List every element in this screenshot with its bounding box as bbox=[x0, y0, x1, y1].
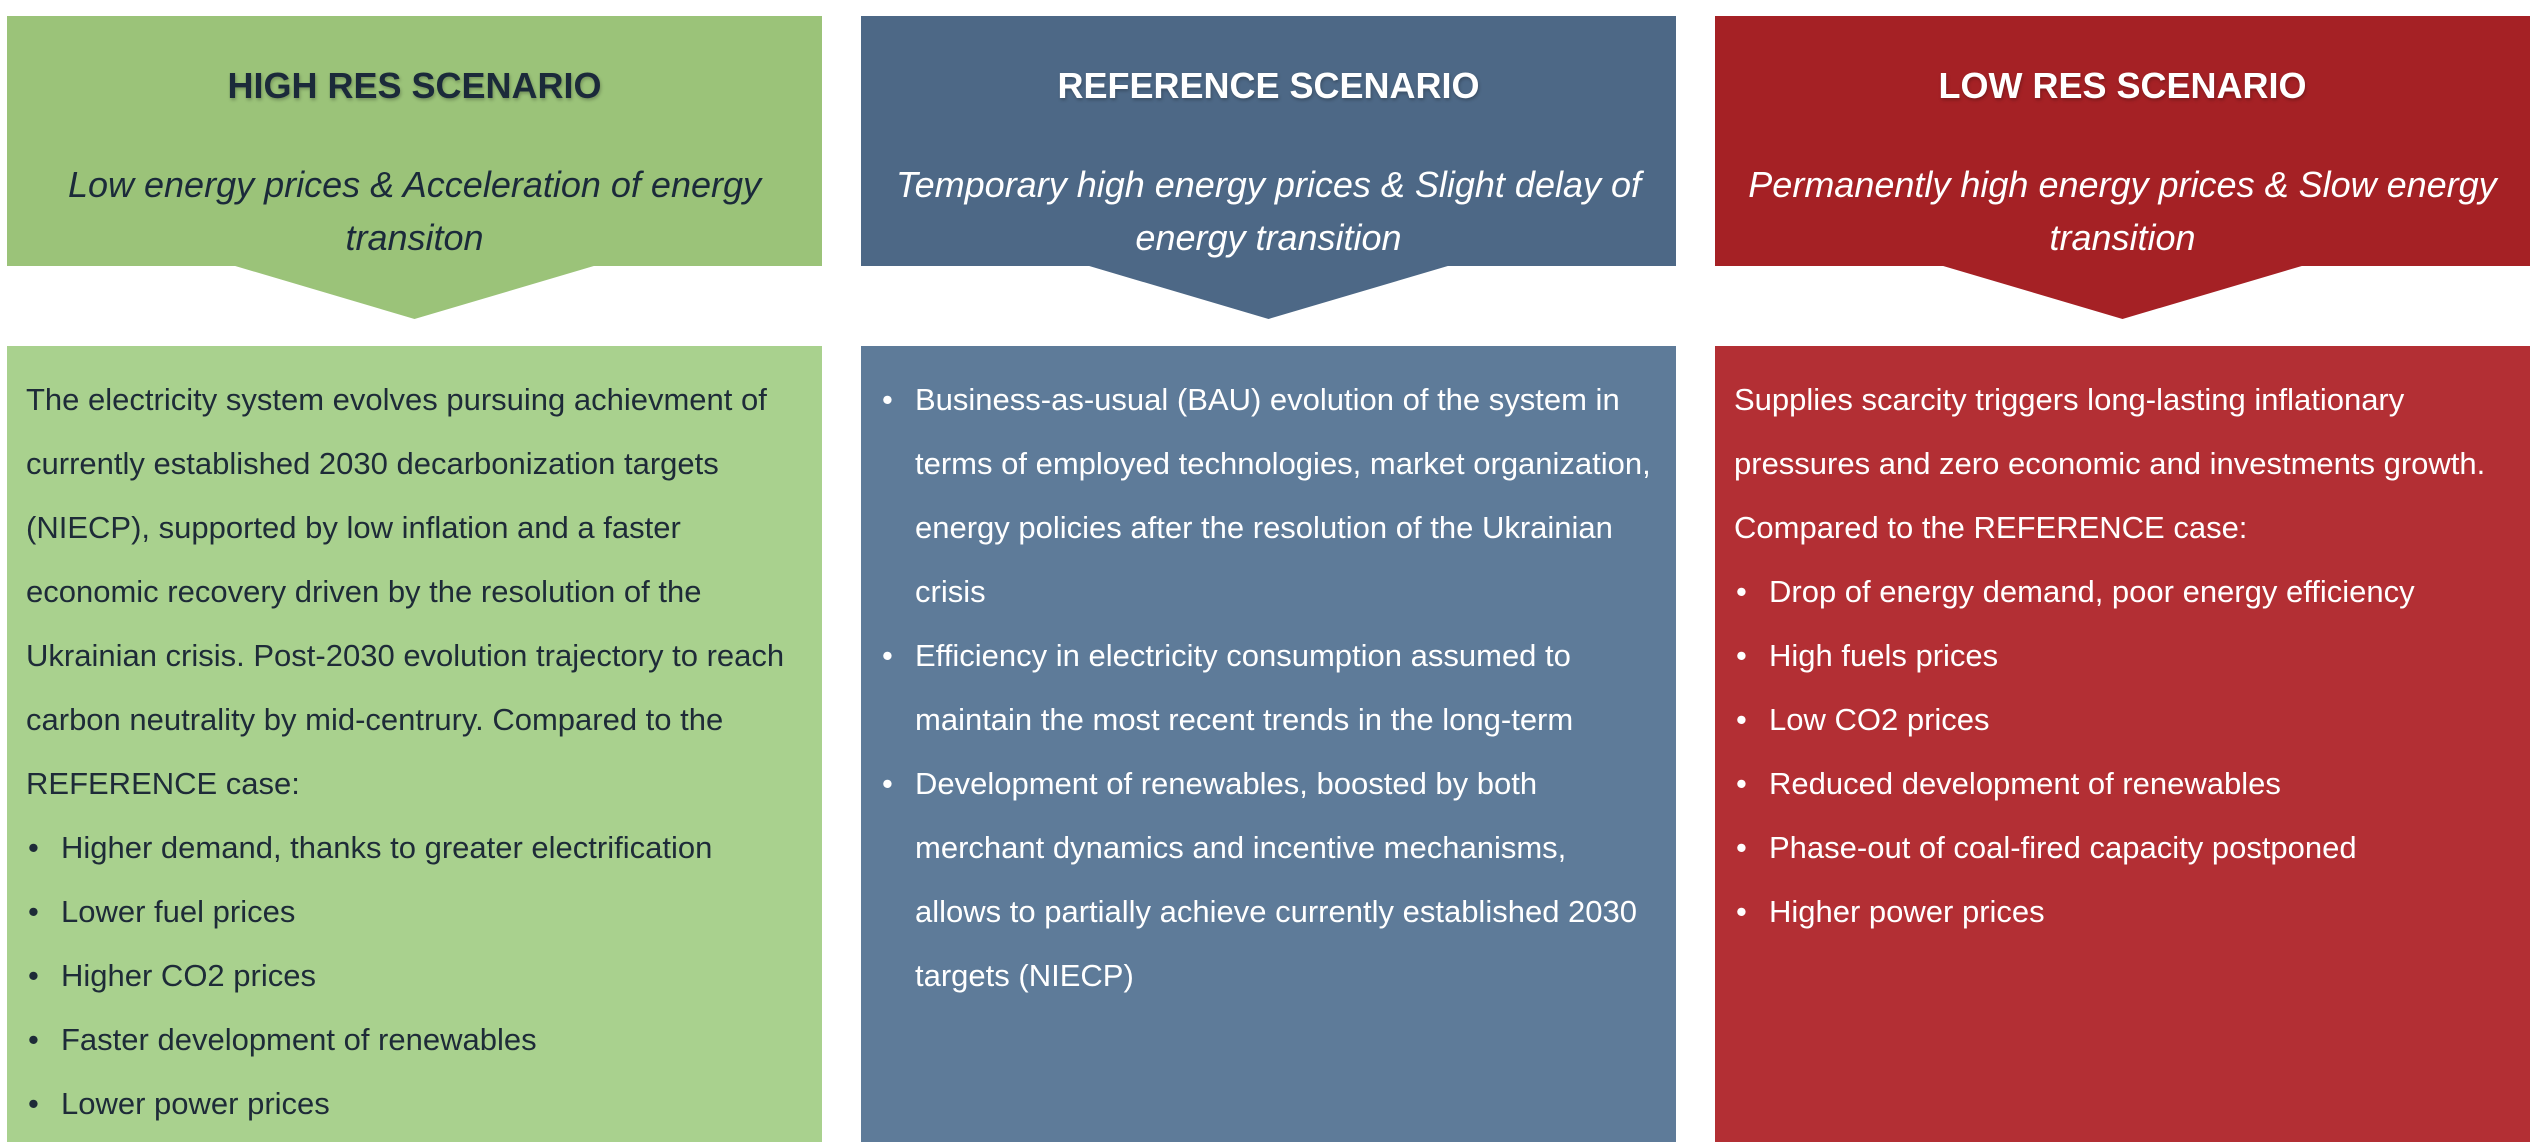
list-item: Business-as-usual (BAU) evolution of the… bbox=[880, 368, 1660, 624]
list-item: Development of renewables, boosted by bo… bbox=[880, 752, 1660, 1008]
high-res-scenario-title: HIGH RES SCENARIO bbox=[227, 65, 602, 106]
high-res-scenario-body: The electricity system evolves pursuing … bbox=[7, 346, 822, 1142]
low-res-scenario-subtitle: Permanently high energy prices & Slow en… bbox=[1748, 164, 2497, 258]
list-item: High fuels prices bbox=[1734, 624, 2514, 688]
list-item: Higher power prices bbox=[1734, 880, 2514, 944]
reference-scenario-bullet-list: Business-as-usual (BAU) evolution of the… bbox=[880, 368, 1660, 1008]
low-res-scenario-header: LOW RES SCENARIO Permanently high energy… bbox=[1715, 16, 2530, 319]
list-item: Drop of energy demand, poor energy effic… bbox=[1734, 560, 2514, 624]
reference-scenario-header: REFERENCE SCENARIO Temporary high energy… bbox=[861, 16, 1676, 319]
low-res-scenario-bullet-list: Drop of energy demand, poor energy effic… bbox=[1734, 560, 2514, 944]
list-item: Faster development of renewables bbox=[26, 1008, 806, 1072]
reference-scenario-subtitle: Temporary high energy prices & Slight de… bbox=[895, 164, 1642, 258]
high-res-scenario-bullet-list: Higher demand, thanks to greater electri… bbox=[26, 816, 806, 1136]
low-res-scenario-intro: Supplies scarcity triggers long-lasting … bbox=[1734, 382, 2486, 545]
list-item: Efficiency in electricity consumption as… bbox=[880, 624, 1660, 752]
low-res-scenario-column: LOW RES SCENARIO Permanently high energy… bbox=[1715, 0, 2530, 1147]
high-res-scenario-column: HIGH RES SCENARIO Low energy prices & Ac… bbox=[7, 0, 822, 1147]
high-res-scenario-header: HIGH RES SCENARIO Low energy prices & Ac… bbox=[7, 16, 822, 319]
low-res-scenario-body: Supplies scarcity triggers long-lasting … bbox=[1715, 346, 2530, 1142]
list-item: Lower fuel prices bbox=[26, 880, 806, 944]
list-item: Higher demand, thanks to greater electri… bbox=[26, 816, 806, 880]
list-item: Low CO2 prices bbox=[1734, 688, 2514, 752]
reference-scenario-column: REFERENCE SCENARIO Temporary high energy… bbox=[861, 0, 1676, 1147]
high-res-scenario-subtitle: Low energy prices & Acceleration of ener… bbox=[67, 164, 762, 258]
list-item: Phase-out of coal-fired capacity postpon… bbox=[1734, 816, 2514, 880]
high-res-scenario-intro: The electricity system evolves pursuing … bbox=[26, 382, 785, 801]
list-item: Higher CO2 prices bbox=[26, 944, 806, 1008]
list-item: Reduced development of renewables bbox=[1734, 752, 2514, 816]
reference-scenario-title: REFERENCE SCENARIO bbox=[1057, 65, 1480, 106]
low-res-scenario-title: LOW RES SCENARIO bbox=[1938, 65, 2307, 106]
list-item: Lower power prices bbox=[26, 1072, 806, 1136]
reference-scenario-body: Business-as-usual (BAU) evolution of the… bbox=[861, 346, 1676, 1142]
